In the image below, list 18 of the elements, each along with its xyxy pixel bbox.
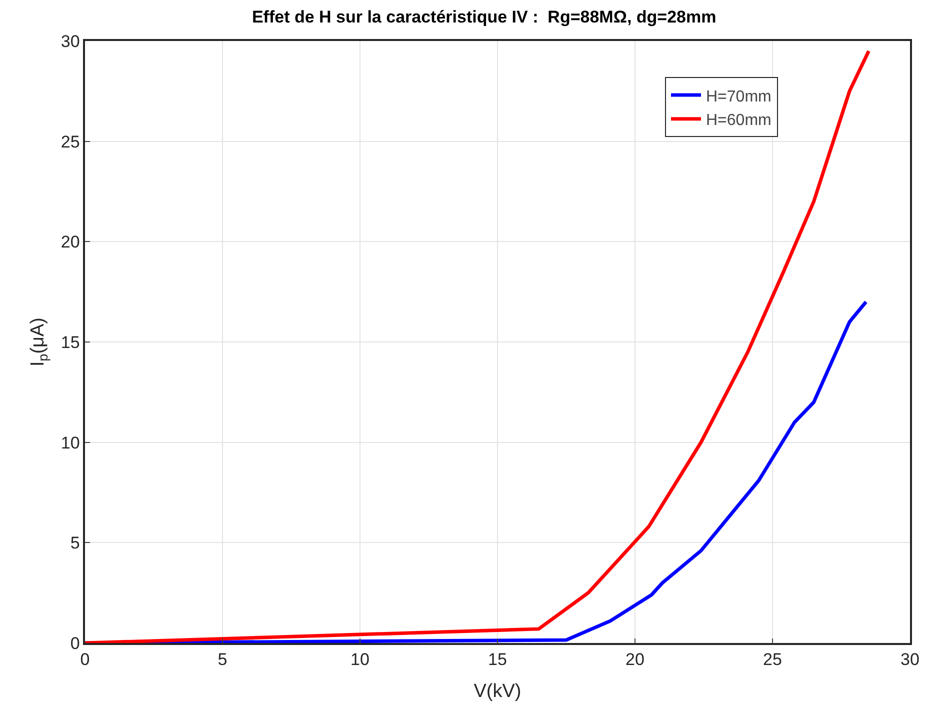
x-tick-label: 20: [626, 650, 644, 670]
y-tick-label: 15: [60, 332, 80, 352]
x-tick-label: 30: [900, 650, 920, 670]
line-series: [85, 49, 870, 643]
chart-title: Effet de H sur la caractéristique IV : Rg=88MΩ, dg=28mm: [252, 7, 716, 26]
x-tick-label: 15: [488, 650, 507, 670]
legend-label: H=60mm: [706, 112, 772, 130]
x-tick-label: 25: [763, 650, 782, 670]
x-tick-label: 5: [218, 650, 228, 670]
y-tick-label: 10: [60, 433, 80, 452]
x-axis-title: V(kV): [474, 681, 522, 702]
y-tick-label: 25: [60, 132, 80, 152]
y-tick-label: 30: [60, 32, 80, 51]
x-tick-label: 10: [350, 650, 370, 670]
legend-label: H=70mm: [706, 88, 772, 106]
y-tick-label: 0: [70, 634, 80, 653]
y-tick-label: 5: [70, 534, 80, 553]
y-tick-label: 20: [60, 232, 80, 252]
